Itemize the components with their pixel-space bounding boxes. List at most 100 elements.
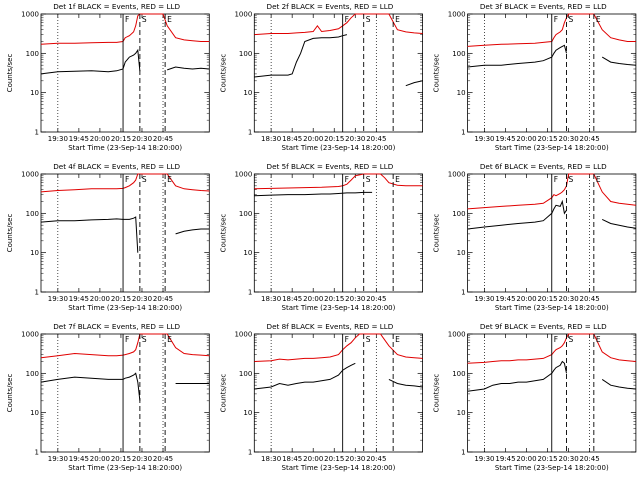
- x-tick-label: 19:30: [48, 295, 68, 303]
- marker-label-s: S: [142, 15, 147, 24]
- x-tick-label: 19:45: [69, 295, 89, 303]
- y-axis-label: Counts/sec: [219, 214, 227, 253]
- x-tick-label: 20:30: [558, 295, 578, 303]
- x-tick-label: 20:15: [324, 295, 344, 303]
- red-series-line: [254, 173, 423, 190]
- panel-5: Det 5f BLACK = Events, RED = LLD 1 10 100 10…: [219, 162, 424, 312]
- x-tick-label: 20:00: [303, 455, 323, 463]
- y-tick-label: 10: [243, 249, 252, 257]
- x-tick-label: 20:15: [111, 455, 131, 463]
- y-tick-label: 1000: [234, 171, 252, 179]
- y-axis-label: Counts/sec: [6, 374, 14, 413]
- x-axis-label: Start Time (23-Sep-14 18:20:00): [495, 304, 609, 312]
- x-tick-label: 19:45: [495, 295, 515, 303]
- y-axis-label: Counts/sec: [433, 214, 441, 253]
- black-series-line: [40, 48, 210, 75]
- x-tick-label: 19:45: [495, 135, 515, 143]
- x-axis-label: Start Time (23-Sep-14 18:20:00): [68, 464, 182, 472]
- y-tick-label: 1000: [448, 11, 466, 19]
- y-tick-label: 10: [243, 409, 252, 417]
- y-tick-label: 100: [26, 210, 39, 218]
- x-tick-label: 19:45: [69, 135, 89, 143]
- x-tick-label: 19:30: [474, 455, 494, 463]
- x-tick-label: 20:30: [132, 455, 152, 463]
- plot-frame: [40, 333, 210, 453]
- marker-label-f: F: [554, 15, 558, 24]
- marker-label-f: F: [125, 335, 129, 344]
- x-tick-label: 20:45: [366, 295, 386, 303]
- y-tick-label: 100: [452, 210, 465, 218]
- panel-2: Det 2f BLACK = Events, RED = LLD 1 10 100 10…: [219, 2, 424, 152]
- x-tick-label: 20:45: [366, 455, 386, 463]
- black-series-line: [254, 34, 423, 87]
- x-axis-label: Start Time (23-Sep-14 18:20:00): [495, 144, 609, 152]
- y-tick-label: 100: [239, 50, 252, 58]
- x-tick-label: 20:45: [153, 455, 173, 463]
- y-tick-label: 100: [239, 210, 252, 218]
- panel-9: Det 9f BLACK = Events, RED = LLD 1 10 100 10…: [433, 322, 637, 472]
- x-tick-label: 20:00: [90, 455, 110, 463]
- black-series-line: [254, 362, 423, 390]
- x-tick-label: 20:45: [153, 135, 173, 143]
- y-tick-label: 1: [248, 289, 252, 297]
- y-tick-label: 1000: [21, 171, 39, 179]
- panel-7: Det 7f BLACK = Events, RED = LLD 1 10 100 10…: [6, 322, 210, 472]
- y-tick-label: 10: [457, 89, 466, 97]
- x-tick-label: 20:15: [324, 135, 344, 143]
- y-tick-label: 1: [248, 129, 252, 137]
- y-tick-label: 10: [457, 249, 466, 257]
- panel-title: Det 1f BLACK = Events, RED = LLD: [53, 2, 180, 11]
- marker-label-f: F: [345, 15, 349, 24]
- y-tick-label: 100: [452, 50, 465, 58]
- marker-label-f: F: [125, 15, 129, 24]
- x-tick-label: 20:15: [537, 295, 557, 303]
- x-tick-label: 20:45: [366, 135, 386, 143]
- x-tick-label: 18:30: [261, 295, 281, 303]
- x-tick-label: 20:30: [558, 135, 578, 143]
- red-series-line: [40, 333, 210, 359]
- y-tick-label: 1000: [448, 331, 466, 339]
- x-tick-label: 18:30: [261, 135, 281, 143]
- y-tick-label: 100: [26, 50, 39, 58]
- marker-label-f: F: [125, 175, 129, 184]
- red-series-line: [40, 173, 210, 193]
- marker-label-f: F: [345, 175, 349, 184]
- panel-title: Det 6f BLACK = Events, RED = LLD: [480, 162, 607, 171]
- x-tick-label: 20:15: [324, 455, 344, 463]
- x-tick-label: 20:15: [111, 295, 131, 303]
- marker-label-e: E: [167, 335, 172, 344]
- y-tick-label: 10: [457, 409, 466, 417]
- x-tick-label: 20:30: [345, 455, 365, 463]
- marker-label-s: S: [366, 175, 371, 184]
- y-axis-label: Counts/sec: [6, 214, 14, 253]
- panel-title: Det 2f BLACK = Events, RED = LLD: [267, 2, 394, 11]
- x-tick-label: 20:45: [580, 295, 600, 303]
- red-series-line: [467, 333, 636, 364]
- y-tick-label: 100: [26, 370, 39, 378]
- y-tick-label: 1: [35, 449, 39, 457]
- x-tick-label: 20:30: [132, 135, 152, 143]
- x-tick-label: 18:45: [282, 135, 302, 143]
- y-tick-label: 1: [461, 129, 465, 137]
- x-tick-label: 20:30: [345, 295, 365, 303]
- x-tick-label: 20:00: [516, 295, 536, 303]
- marker-label-s: S: [142, 175, 147, 184]
- black-series-line: [254, 191, 373, 197]
- x-tick-label: 20:00: [90, 135, 110, 143]
- y-tick-label: 1: [35, 289, 39, 297]
- plot-frame: [253, 173, 424, 293]
- panel-title: Det 5f BLACK = Events, RED = LLD: [267, 162, 394, 171]
- plot-frame: [253, 333, 424, 453]
- panel-4: Det 4f BLACK = Events, RED = LLD 1 10 100 10…: [6, 162, 210, 312]
- x-tick-label: 20:30: [132, 295, 152, 303]
- y-tick-label: 10: [30, 409, 39, 417]
- x-tick-label: 20:15: [537, 135, 557, 143]
- marker-label-f: F: [554, 335, 558, 344]
- plot-frame: [40, 13, 210, 133]
- x-axis-label: Start Time (23-Sep-14 18:20:00): [68, 304, 182, 312]
- x-axis-label: Start Time (23-Sep-14 18:20:00): [282, 464, 396, 472]
- marker-label-s: S: [568, 15, 573, 24]
- y-axis-label: Counts/sec: [433, 54, 441, 93]
